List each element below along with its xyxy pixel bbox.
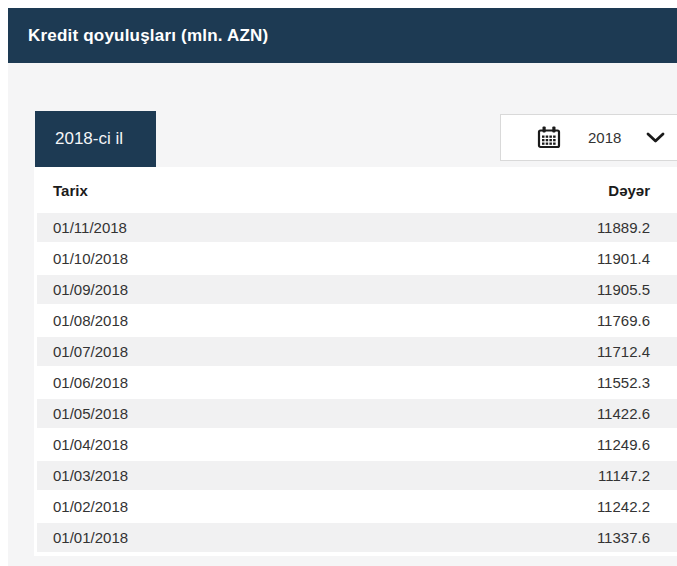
chevron-down-icon xyxy=(646,132,665,143)
cell-deyer: 11422.6 xyxy=(378,398,677,429)
table-row: 01/10/2018 11901.4 xyxy=(37,243,677,274)
table-body: 01/11/2018 11889.2 01/10/2018 11901.4 01… xyxy=(37,213,677,553)
cell-tarix: 01/05/2018 xyxy=(37,398,378,429)
cell-deyer: 11147.2 xyxy=(378,460,677,491)
cell-tarix: 01/11/2018 xyxy=(37,213,378,243)
cell-tarix: 01/03/2018 xyxy=(37,460,378,491)
cell-deyer: 11552.3 xyxy=(378,367,677,398)
cell-deyer: 11712.4 xyxy=(378,336,677,367)
table-row: 01/08/2018 11769.6 xyxy=(37,305,677,336)
table-row: 01/09/2018 11905.5 xyxy=(37,274,677,305)
table-row: 01/04/2018 11249.6 xyxy=(37,429,677,460)
cell-deyer: 11901.4 xyxy=(378,243,677,274)
table-row: 01/11/2018 11889.2 xyxy=(37,213,677,243)
data-table: Tarix Dəyər 01/11/2018 11889.2 01/10/201… xyxy=(37,167,677,554)
cell-tarix: 01/04/2018 xyxy=(37,429,378,460)
widget-content: 2018-ci il 2018 xyxy=(8,63,677,566)
table-row: 01/07/2018 11712.4 xyxy=(37,336,677,367)
cell-deyer: 11249.6 xyxy=(378,429,677,460)
column-header-deyer: Dəyər xyxy=(378,167,677,213)
cell-deyer: 11905.5 xyxy=(378,274,677,305)
widget-title: Kredit qoyuluşları (mln. AZN) xyxy=(28,26,268,46)
column-header-tarix: Tarix xyxy=(37,167,378,213)
cell-tarix: 01/09/2018 xyxy=(37,274,378,305)
table-row: 01/02/2018 11242.2 xyxy=(37,491,677,522)
widget-titlebar: Kredit qoyuluşları (mln. AZN) xyxy=(8,8,677,63)
period-tab[interactable]: 2018-ci il xyxy=(35,111,156,167)
cell-tarix: 01/08/2018 xyxy=(37,305,378,336)
table-row: 01/03/2018 11147.2 xyxy=(37,460,677,491)
cell-deyer: 11889.2 xyxy=(378,213,677,243)
year-dropdown[interactable]: 2018 xyxy=(500,114,677,161)
year-dropdown-value: 2018 xyxy=(588,129,621,146)
calendar-icon xyxy=(537,126,561,149)
cell-tarix: 01/02/2018 xyxy=(37,491,378,522)
cell-tarix: 01/06/2018 xyxy=(37,367,378,398)
cell-tarix: 01/10/2018 xyxy=(37,243,378,274)
cell-tarix: 01/01/2018 xyxy=(37,522,378,553)
data-panel: Tarix Dəyər 01/11/2018 11889.2 01/10/201… xyxy=(34,167,677,556)
table-header-row: Tarix Dəyər xyxy=(37,167,677,213)
table-row: 01/01/2018 11337.6 xyxy=(37,522,677,553)
cell-deyer: 11337.6 xyxy=(378,522,677,553)
period-tab-label: 2018-ci il xyxy=(55,129,123,149)
cell-tarix: 01/07/2018 xyxy=(37,336,378,367)
cell-deyer: 11769.6 xyxy=(378,305,677,336)
table-row: 01/06/2018 11552.3 xyxy=(37,367,677,398)
cell-deyer: 11242.2 xyxy=(378,491,677,522)
table-row: 01/05/2018 11422.6 xyxy=(37,398,677,429)
